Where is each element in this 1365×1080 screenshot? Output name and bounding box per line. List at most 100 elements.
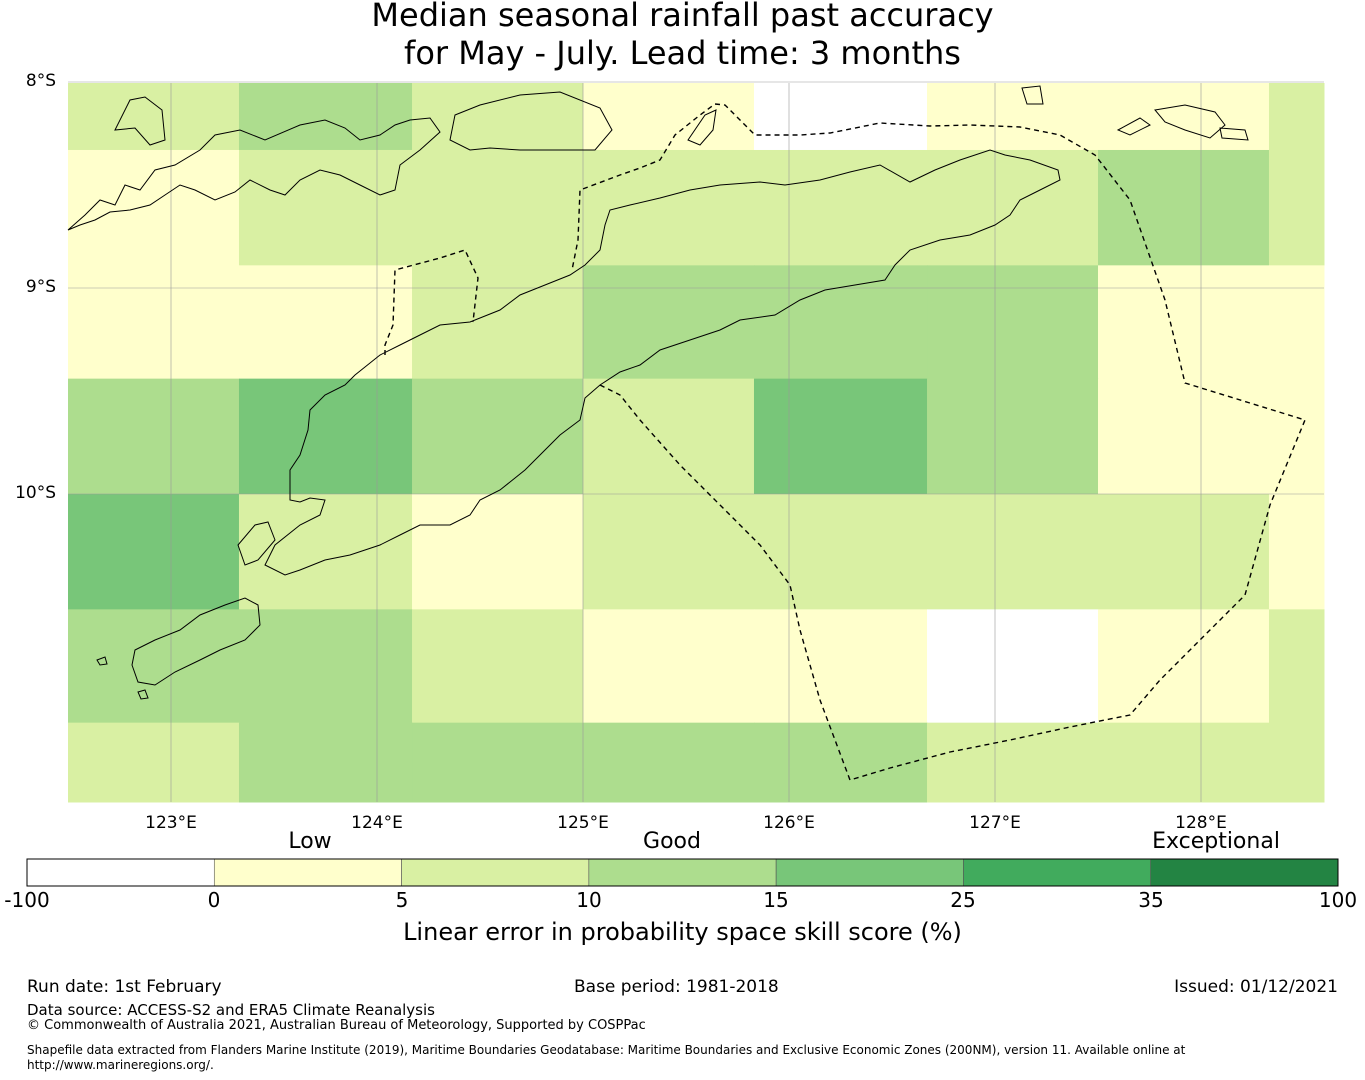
- skill-cell: [1268, 149, 1325, 266]
- skill-cell: [68, 149, 240, 266]
- skill-cell: [753, 609, 928, 724]
- shapefile-credit-line-1: Shapefile data extracted from Flanders M…: [27, 1043, 1186, 1057]
- skill-cell: [238, 609, 413, 724]
- eez-boundary: [384, 103, 1306, 781]
- skill-cell: [583, 265, 755, 380]
- skill-cell: [1098, 378, 1270, 495]
- skill-cell: [927, 83, 1099, 151]
- coastline-atauro: [687, 109, 717, 146]
- eez-boundary-east-timor: [571, 103, 1306, 781]
- skill-cell: [238, 265, 413, 380]
- skill-cell: [1268, 83, 1325, 151]
- coastline-wetar: [1116, 104, 1249, 141]
- skill-cell: [1268, 722, 1325, 803]
- colorbar-tick-5: 25: [950, 888, 976, 912]
- colorbar: [26, 858, 1339, 887]
- category-exceptional: Exceptional: [1152, 829, 1280, 854]
- skill-cell: [927, 722, 1099, 803]
- coastline-north-island: [114, 96, 166, 146]
- skill-cell: [412, 722, 584, 803]
- skill-cell: [1098, 149, 1270, 266]
- colorbar-segment: [1150, 858, 1339, 887]
- skill-cell: [412, 149, 584, 266]
- colorbar-segment: [213, 858, 402, 887]
- skill-cell: [753, 378, 928, 495]
- skill-cell: [68, 83, 240, 151]
- skill-cell: [583, 149, 755, 266]
- skill-cell: [238, 378, 413, 495]
- skill-cell: [583, 494, 755, 610]
- skill-cell: [238, 722, 413, 803]
- lat-label-10s: 10°S: [15, 483, 56, 503]
- skill-cell: [1098, 609, 1270, 724]
- skill-cell: [1268, 378, 1325, 495]
- chart-title-line-2: for May - July. Lead time: 3 months: [404, 34, 961, 72]
- lon-label-126e: 126°E: [763, 813, 815, 833]
- category-low: Low: [288, 829, 332, 854]
- colorbar-tick-3: 10: [576, 888, 602, 912]
- coastline-savu: [96, 656, 149, 700]
- colorbar-tick-1: 0: [207, 888, 221, 912]
- skill-cell: [1268, 494, 1325, 610]
- colorbar-frame: [26, 858, 1339, 887]
- chart-title-line-1: Median seasonal rainfall past accuracy: [371, 0, 994, 34]
- coastline-sumba: [131, 597, 261, 686]
- skill-cell: [927, 378, 1099, 495]
- colorbar-title: Linear error in probability space skill …: [403, 918, 962, 946]
- skill-cell: [1098, 494, 1270, 610]
- skill-cell: [1098, 722, 1270, 803]
- skill-cell: [927, 494, 1099, 610]
- shapefile-credit-line-2: http://www.marineregions.org/.: [27, 1058, 214, 1072]
- lon-label-124e: 124°E: [351, 813, 403, 833]
- colorbar-segment: [26, 858, 215, 887]
- skill-cell: [412, 378, 584, 495]
- skill-cell: [753, 494, 928, 610]
- skill-cell: [583, 378, 755, 495]
- skill-cell: [927, 265, 1099, 380]
- skill-cell: [753, 83, 928, 151]
- issued-date: Issued: 01/12/2021: [1174, 977, 1338, 997]
- coastline-islet: [1021, 85, 1044, 105]
- skill-cell: [412, 494, 584, 610]
- category-good: Good: [643, 829, 701, 854]
- skill-cell: [583, 722, 755, 803]
- skill-cell: [583, 83, 755, 151]
- copyright: © Commonwealth of Australia 2021, Austra…: [27, 1018, 646, 1033]
- skill-cell: [412, 609, 584, 724]
- run-date: Run date: 1st February: [27, 977, 222, 997]
- colorbar-segment: [588, 858, 777, 887]
- colorbar-tick-6: 35: [1138, 888, 1164, 912]
- colorbar-tick-0: -100: [4, 888, 50, 912]
- coastline-alor: [449, 91, 613, 151]
- coastline-timor: [264, 149, 1061, 576]
- skill-cell: [68, 378, 240, 495]
- eez-boundary-oecusse: [384, 249, 479, 355]
- skill-cell: [1268, 265, 1325, 380]
- skill-cell: [412, 83, 584, 151]
- skill-cell: [583, 609, 755, 724]
- skill-cell: [753, 149, 928, 266]
- skill-cell: [927, 609, 1099, 724]
- skill-cell: [753, 265, 928, 380]
- colorbar-tick-2: 5: [395, 888, 409, 912]
- lon-label-125e: 125°E: [557, 813, 609, 833]
- coastline-rote: [237, 521, 276, 566]
- skill-cell: [1098, 83, 1270, 151]
- skill-cell: [412, 265, 584, 380]
- lat-label-8s: 8°S: [25, 71, 56, 91]
- base-period: Base period: 1981-2018: [574, 977, 779, 997]
- skill-cell: [68, 265, 240, 380]
- coastlines: [67, 85, 1249, 700]
- lat-label-9s: 9°S: [25, 277, 56, 297]
- data-source: Data source: ACCESS-S2 and ERA5 Climate …: [27, 1001, 435, 1019]
- skill-cell: [1098, 265, 1270, 380]
- skill-map: [67, 81, 1325, 803]
- graticule-lines: [68, 81, 1324, 802]
- skill-cell: [753, 722, 928, 803]
- colorbar-segment: [775, 858, 964, 887]
- coastline-flores: [67, 117, 441, 231]
- lon-label-123e: 123°E: [145, 813, 197, 833]
- colorbar-tick-7: 100: [1318, 888, 1358, 912]
- colorbar-segment: [963, 858, 1152, 887]
- skill-cell: [68, 722, 240, 803]
